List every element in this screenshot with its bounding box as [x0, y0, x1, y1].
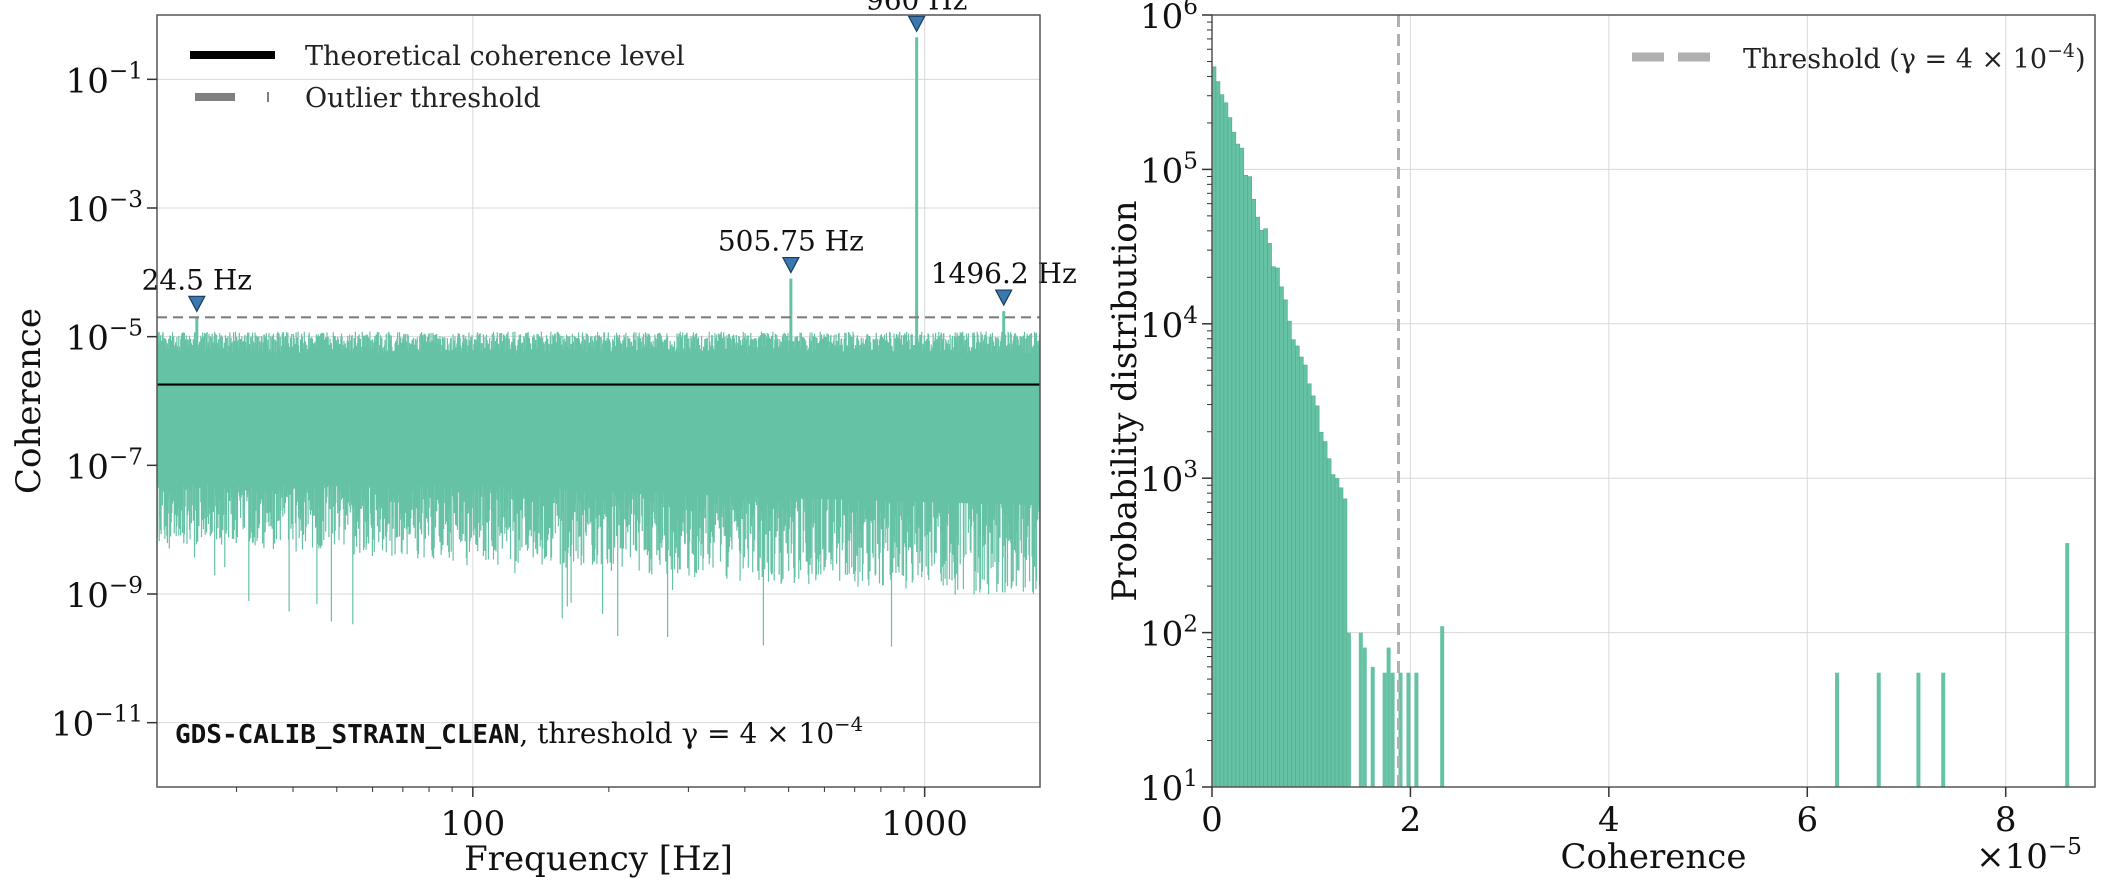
x-offset-label: ×10−5 — [1976, 834, 2082, 877]
y-tick-label: 10−7 — [66, 444, 143, 487]
histogram-bar — [1342, 498, 1348, 788]
plot-frame — [156, 14, 1041, 788]
x-tick-label: 1000 — [881, 804, 968, 844]
histogram-bar — [1275, 267, 1280, 788]
y-tick-label: 105 — [1140, 148, 1198, 191]
coherence-band — [157, 356, 1040, 506]
histogram-bar — [1306, 383, 1312, 788]
peak-marker — [994, 289, 1013, 307]
legend: Threshold (γ = 4 × 10−4) — [1632, 40, 2085, 75]
histogram-bars — [1211, 66, 2070, 788]
histogram-bar — [1876, 672, 1881, 787]
histogram-bar — [1414, 672, 1419, 787]
y-tick-label: 10−1 — [66, 58, 143, 101]
legend-label: Outlier threshold — [305, 83, 541, 114]
y-tick-label: 103 — [1140, 457, 1198, 500]
histogram-bar — [1941, 672, 1946, 787]
histogram-bar — [1362, 647, 1367, 787]
panel-annotation: GDS-CALIB_STRAIN_CLEAN, threshold γ = 4 … — [175, 713, 863, 750]
histogram-bar — [1267, 243, 1272, 788]
y-tick-label: 10−11 — [51, 702, 143, 745]
histogram-bar — [1334, 478, 1340, 788]
histogram-bar — [1314, 405, 1320, 788]
histogram-bar — [1259, 230, 1264, 788]
histogram-bar — [1398, 672, 1403, 787]
peak-marker — [187, 295, 206, 313]
y-tick-label: 10−3 — [66, 187, 143, 230]
x-tick-label: 0 — [1201, 800, 1223, 840]
histogram-bar — [1310, 395, 1316, 788]
histogram-bar — [1223, 102, 1229, 788]
histogram-bar — [1299, 356, 1304, 788]
histogram-bar — [1283, 299, 1288, 788]
peak-label: 960 Hz — [866, 0, 968, 16]
coherence-histogram-panel: 0 2 4 6 8 101 102 103 104 105 106 ×10−5 Coherence Pro… — [1105, 0, 2096, 877]
legend-label: Theoretical coherence level — [305, 41, 685, 72]
y-tick-label: 10−5 — [66, 316, 143, 359]
y-tick-label: 10−9 — [66, 573, 143, 616]
histogram-bar — [1243, 174, 1249, 788]
histogram-bar — [1279, 286, 1284, 788]
histogram-bar — [1231, 131, 1237, 788]
x-axis-label: Frequency [Hz] — [464, 839, 733, 879]
histogram-bar — [1390, 672, 1395, 787]
histogram-bar — [1916, 672, 1921, 787]
y-tick-label: 101 — [1140, 766, 1198, 809]
histogram-bar — [1330, 474, 1336, 788]
y-axis-label: Coherence — [9, 308, 49, 494]
histogram-bar — [1271, 266, 1276, 788]
histogram-bar — [1322, 441, 1328, 788]
histogram-bar — [1835, 672, 1840, 787]
histogram-bar — [1255, 216, 1260, 788]
histogram-bar — [1440, 626, 1445, 787]
histogram-bar — [1227, 117, 1233, 788]
histogram-bar — [1370, 666, 1375, 787]
histogram-bar — [1406, 672, 1411, 787]
histogram-bar — [1386, 647, 1391, 787]
plot-frame — [1211, 14, 2096, 788]
histogram-bar — [1326, 458, 1332, 788]
histogram-bar — [1302, 364, 1308, 788]
peak-marker — [907, 15, 926, 33]
histogram-bar — [1263, 228, 1268, 788]
peak-label: 505.75 Hz — [718, 225, 864, 258]
histogram-bar — [1251, 198, 1256, 788]
x-tick-label: 100 — [440, 804, 505, 844]
coherence-spectrum-panel: 24.5 Hz 505.75 Hz 960 Hz 1496.2 Hz 100 1000 10… — [9, 0, 1077, 879]
y-axis-label: Probability distribution — [1105, 200, 1145, 601]
histogram-bar — [1358, 632, 1363, 787]
x-tick-label: 6 — [1796, 800, 1818, 840]
peak-label: 24.5 Hz — [142, 263, 252, 296]
peak-label: 1496.2 Hz — [931, 257, 1077, 290]
histogram-bar — [1219, 94, 1225, 788]
histogram-bar — [1235, 143, 1241, 788]
histogram-bar — [1291, 339, 1296, 788]
legend: Theoretical coherence level Outlier thres… — [190, 41, 685, 114]
x-tick-label: 2 — [1400, 800, 1422, 840]
legend-label: Threshold (γ = 4 × 10−4) — [1743, 40, 2085, 75]
histogram-bar — [2065, 543, 2070, 787]
x-tick-label: 4 — [1598, 800, 1620, 840]
histogram-bar — [1295, 345, 1300, 788]
y-tick-label: 104 — [1140, 303, 1198, 346]
histogram-bar — [1215, 81, 1221, 788]
x-axis-label: Coherence — [1561, 837, 1747, 877]
histogram-bar — [1338, 487, 1344, 788]
histogram-bar — [1239, 147, 1245, 788]
y-tick-label: 106 — [1140, 0, 1198, 37]
histogram-bar — [1247, 176, 1252, 788]
peak-marker — [781, 256, 800, 274]
histogram-bar — [1346, 632, 1351, 787]
histogram-bar — [1318, 431, 1324, 788]
histogram-bar — [1287, 320, 1292, 788]
x-tick-label: 8 — [1995, 800, 2017, 840]
y-tick-label: 102 — [1140, 612, 1198, 655]
histogram-bar — [1382, 672, 1387, 787]
